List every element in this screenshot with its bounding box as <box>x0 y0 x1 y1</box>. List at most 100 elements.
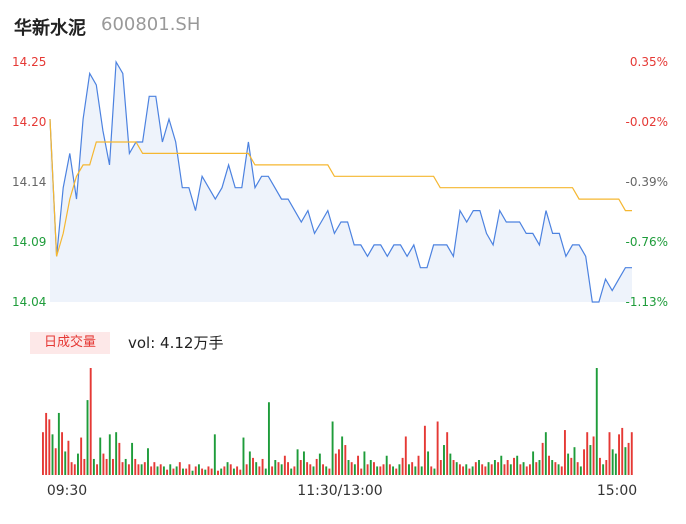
volume-bar <box>134 458 137 475</box>
volume-bar <box>86 400 89 475</box>
volume-bar <box>554 462 557 475</box>
volume-bar <box>242 437 245 475</box>
volume-bar <box>220 468 223 475</box>
volume-bar <box>468 468 471 475</box>
volume-bar <box>398 464 401 475</box>
volume-bar <box>309 464 312 475</box>
volume-bar <box>592 436 595 475</box>
volume-bar <box>115 432 118 475</box>
volume-bar <box>614 453 617 475</box>
volume-bar <box>535 462 538 475</box>
volume-bar <box>589 445 592 475</box>
volume-bar <box>64 451 67 475</box>
volume-bar <box>290 468 293 475</box>
volume-bar <box>417 455 420 475</box>
volume-bar <box>118 442 121 475</box>
y-tick-left: 14.25 <box>12 55 46 69</box>
volume-bar <box>127 464 130 475</box>
volume-bar <box>341 436 344 475</box>
price-area <box>50 62 632 302</box>
volume-bar <box>563 430 566 475</box>
volume-bar <box>595 368 598 475</box>
volume-bar <box>490 464 493 475</box>
volume-bar <box>598 457 601 475</box>
volume-bar <box>376 466 379 475</box>
volume-bar <box>360 468 363 475</box>
volume-bar <box>522 462 525 475</box>
volume-bar <box>404 436 407 475</box>
volume-bar <box>153 462 156 475</box>
volume-bar <box>427 451 430 475</box>
volume-bar <box>446 432 449 475</box>
y-tick-left: 14.14 <box>12 175 46 189</box>
stock-name: 华新水泥 <box>14 18 86 39</box>
volume-bar <box>178 462 181 475</box>
volume-bar <box>414 466 417 475</box>
volume-bar <box>357 455 360 475</box>
volume-bar <box>379 466 382 475</box>
volume-bar <box>573 447 576 475</box>
volume-bar <box>350 462 353 475</box>
volume-bar <box>544 432 547 475</box>
volume-bar <box>541 442 544 475</box>
volume-bar <box>411 462 414 475</box>
volume-bar <box>162 466 165 475</box>
volume-bar <box>245 464 248 475</box>
volume-bar <box>373 462 375 475</box>
volume-bar <box>449 453 452 475</box>
volume-bar <box>274 460 277 475</box>
volume-bar <box>73 464 76 475</box>
volume-bar <box>557 464 560 475</box>
volume-bar <box>509 464 512 475</box>
y-tick-right: -0.76% <box>626 235 668 249</box>
volume-bar <box>627 442 630 475</box>
x-tick-label: 09:30 <box>47 483 87 499</box>
volume-bar <box>54 448 57 475</box>
volume-bar <box>618 434 620 475</box>
volume-bar <box>239 469 242 475</box>
volume-bar <box>560 466 563 475</box>
volume-bar <box>306 462 309 475</box>
volume-bar <box>433 468 436 475</box>
volume-bar <box>516 455 519 475</box>
volume-bar <box>204 469 207 475</box>
volume-bar <box>131 442 134 475</box>
volume-bar <box>70 462 73 475</box>
volume-bar <box>299 460 302 475</box>
volume-bar <box>283 455 286 475</box>
volume-bar <box>172 468 175 475</box>
volume-bar <box>108 434 111 475</box>
volume-bar <box>385 455 388 475</box>
volume-bar <box>462 466 465 475</box>
volume-bar <box>567 453 570 475</box>
volume-bar <box>182 468 184 475</box>
volume-bar <box>382 464 385 475</box>
volume-bar <box>576 462 579 475</box>
volume-bar <box>99 437 102 475</box>
volume-bar <box>602 464 605 475</box>
volume-bar <box>471 466 474 475</box>
volume-bar <box>624 447 627 475</box>
volume-bar <box>121 462 124 475</box>
volume-bar <box>271 466 274 475</box>
volume-bar <box>611 449 614 475</box>
volume-bar <box>318 453 321 475</box>
volume-bar <box>369 460 372 475</box>
volume-bar <box>159 464 162 475</box>
volume-bar <box>175 466 178 475</box>
volume-bar <box>264 468 267 475</box>
volume-bar <box>191 470 194 475</box>
volume-bar <box>497 462 500 475</box>
volume-bar <box>338 449 340 475</box>
volume-bar <box>325 466 328 475</box>
volume-bar <box>312 466 315 475</box>
volume-bar <box>525 466 528 475</box>
volume-bar <box>353 464 356 475</box>
volume-bar <box>443 445 445 475</box>
volume-bar <box>140 464 143 475</box>
volume-bar <box>213 434 216 475</box>
y-tick-right: 0.35% <box>630 55 668 69</box>
volume-bar <box>156 466 159 475</box>
volume-bar <box>503 464 506 475</box>
